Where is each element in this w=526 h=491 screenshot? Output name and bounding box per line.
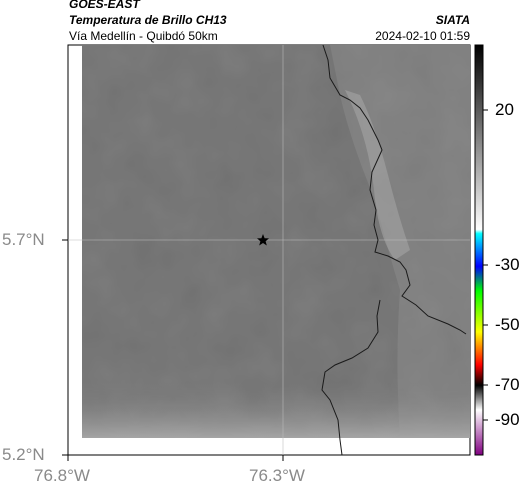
colorbar-label-50: -50 bbox=[495, 315, 520, 334]
satellite-name: GOES-EAST bbox=[69, 0, 140, 11]
department-border bbox=[322, 44, 467, 335]
colorbar-label-20: 20 bbox=[495, 100, 514, 119]
product-title: Temperatura de Brillo CH13 bbox=[69, 13, 227, 27]
lon-label-west: 76.8°W bbox=[34, 466, 90, 485]
colorbar-label-70: -70 bbox=[495, 375, 520, 394]
lat-label-upper: 5.7°N bbox=[2, 230, 45, 249]
colorbar bbox=[474, 44, 484, 456]
timestamp-label: 2024-02-10 01:59 bbox=[375, 29, 470, 43]
lat-label-lower: 5.2°N bbox=[2, 445, 45, 464]
department-border-south bbox=[321, 299, 381, 456]
colorbar-label-90: -90 bbox=[495, 410, 520, 429]
organization-label: SIATA bbox=[435, 13, 470, 27]
lon-label-east: 76.3°W bbox=[249, 466, 305, 485]
route-subtitle: Vía Medellín - Quibdó 50km bbox=[69, 29, 218, 43]
colorbar-label-30: -30 bbox=[495, 255, 520, 274]
imagery-shade bbox=[82, 45, 470, 438]
cloud-texture bbox=[82, 45, 470, 438]
star-marker bbox=[257, 234, 269, 246]
